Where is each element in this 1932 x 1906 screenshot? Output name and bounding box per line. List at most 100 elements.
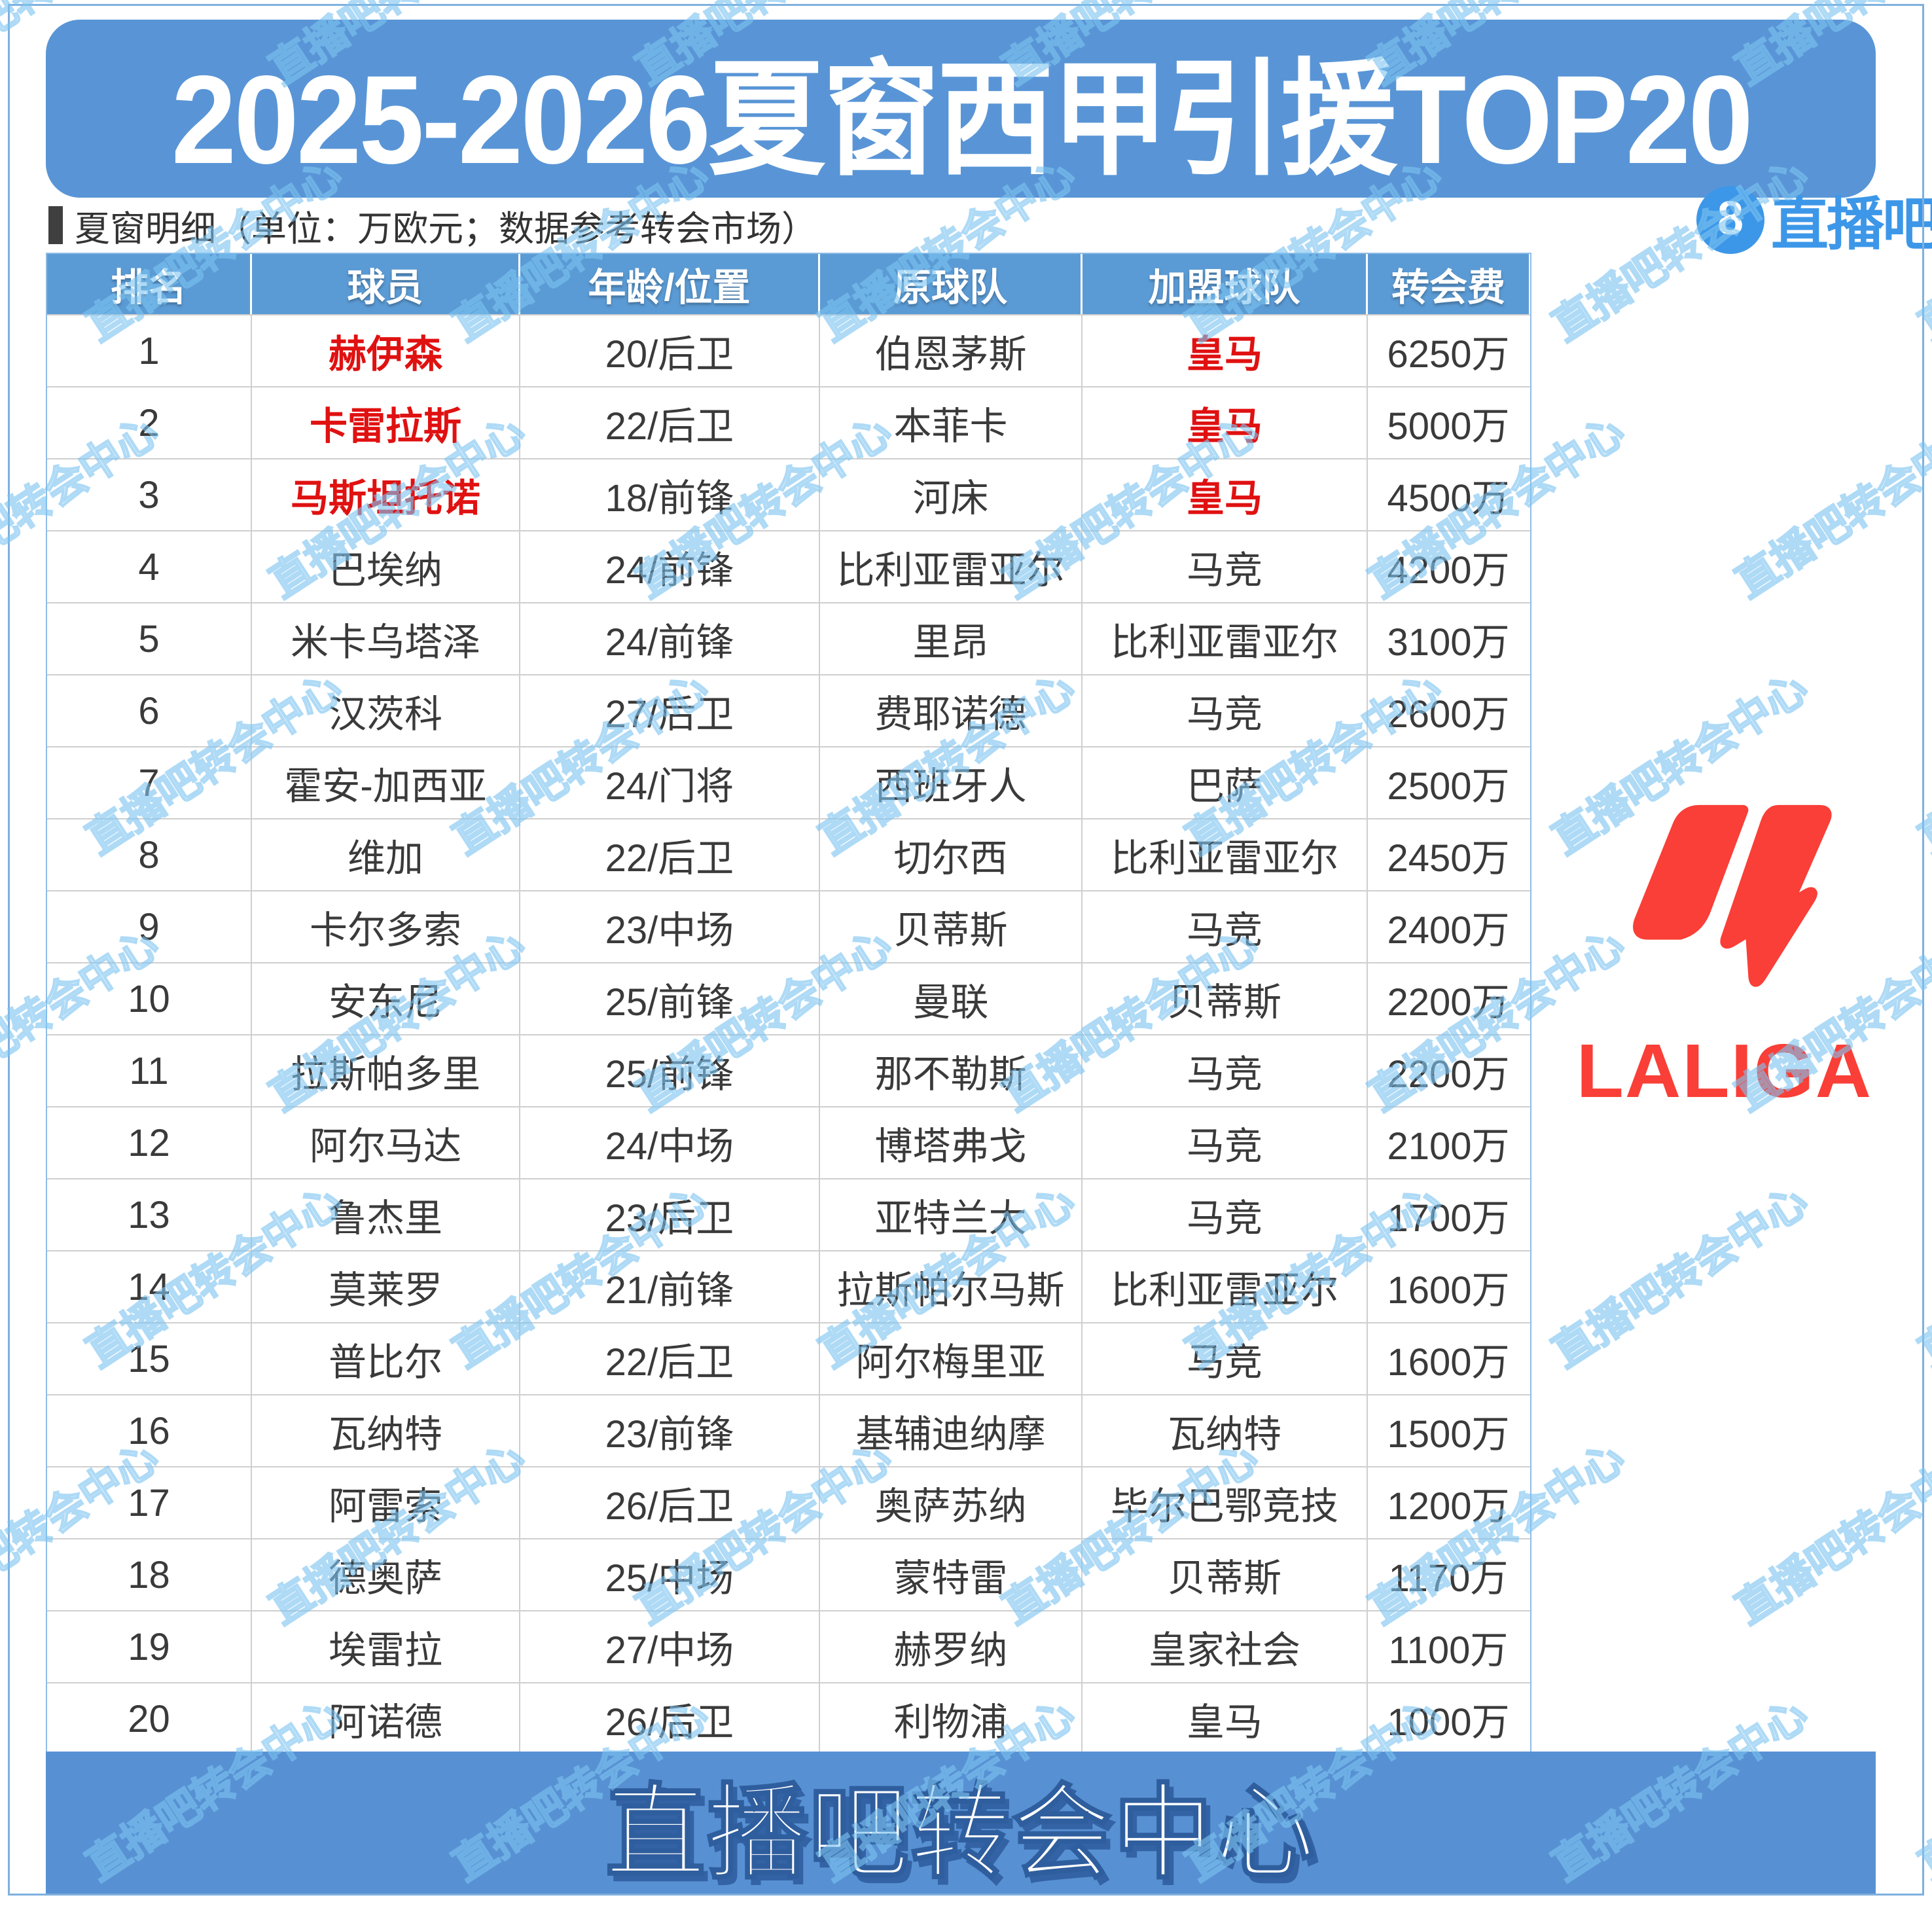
table-row: 6 汉茨科 27/后卫 费耶诺德 马竞 2600万 xyxy=(47,674,1530,746)
table-row: 10 安东尼 25/前锋 曼联 贝蒂斯 2200万 xyxy=(47,962,1530,1034)
cell-from_team: 里昂 xyxy=(820,603,1082,674)
cell-age_pos: 23/前锋 xyxy=(520,1395,820,1466)
cell-rank: 2 xyxy=(47,387,252,458)
cell-rank: 15 xyxy=(47,1323,252,1394)
table-row: 19 埃雷拉 27/中场 赫罗纳 皇家社会 1100万 xyxy=(47,1610,1530,1682)
cell-rank: 20 xyxy=(47,1683,252,1754)
cell-from_team: 河床 xyxy=(820,459,1082,530)
cell-from_team: 博塔弗戈 xyxy=(820,1107,1082,1178)
cell-to_team: 瓦纳特 xyxy=(1082,1395,1368,1466)
cell-player: 卡尔多索 xyxy=(252,891,520,962)
cell-fee: 1200万 xyxy=(1387,1485,1510,1528)
title-banner: 2025-2026夏窗西甲引援TOP20 xyxy=(46,20,1876,198)
cell-age_pos: 23/后卫 xyxy=(520,1179,820,1250)
cell-fee: 1700万 xyxy=(1387,1197,1510,1240)
cell-to_team: 皇马 xyxy=(1082,1683,1368,1754)
table-row: 18 德奥萨 25/中场 蒙特雷 贝蒂斯 1170万 xyxy=(47,1538,1530,1610)
cell-from_team: 拉斯帕尔马斯 xyxy=(820,1251,1082,1322)
table-row: 9 卡尔多索 23/中场 贝蒂斯 马竞 2400万 xyxy=(47,890,1530,962)
cell-rank: 5 xyxy=(47,603,252,674)
cell-age_pos: 22/后卫 xyxy=(520,819,820,890)
cell-to_team: 比利亚雷亚尔 xyxy=(1082,603,1368,674)
cell-age_pos: 26/后卫 xyxy=(520,1467,820,1538)
watermark-text: 直播吧转会中心 xyxy=(1543,1176,1816,1377)
cell-age_pos: 25/前锋 xyxy=(520,963,820,1034)
cell-player: 阿雷索 xyxy=(252,1467,520,1538)
table-row: 7 霍安-加西亚 24/门将 西班牙人 巴萨 2500万 xyxy=(47,746,1530,818)
cell-player: 马斯坦托诺 xyxy=(252,459,520,530)
cell-rank: 17 xyxy=(47,1467,252,1538)
cell-rank: 10 xyxy=(47,963,252,1034)
column-header-0: 排名 xyxy=(47,254,252,314)
column-header-2: 年龄/位置 xyxy=(520,254,820,314)
table-row: 12 阿尔马达 24/中场 博塔弗戈 马竞 2100万 xyxy=(47,1106,1530,1178)
cell-from_team: 本菲卡 xyxy=(820,387,1082,458)
footer-title: 直播吧转会中心 xyxy=(604,1774,1317,1892)
cell-player: 安东尼 xyxy=(252,963,520,1034)
cell-to_team: 贝蒂斯 xyxy=(1082,963,1368,1034)
laliga-panel: LALIGA xyxy=(1538,795,1911,1115)
column-header-5: 转会费 xyxy=(1368,254,1529,314)
cell-fee: 2600万 xyxy=(1387,693,1510,736)
table-row: 4 巴埃纳 24/前锋 比利亚雷亚尔 马竞 4200万 xyxy=(47,530,1530,602)
cell-from_team: 费耶诺德 xyxy=(820,675,1082,746)
cell-from_team: 亚特兰大 xyxy=(820,1179,1082,1250)
cell-player: 米卡乌塔泽 xyxy=(252,603,520,674)
cell-fee: 2100万 xyxy=(1387,1125,1510,1168)
cell-to_team: 毕尔巴鄂竞技 xyxy=(1082,1467,1368,1538)
cell-rank: 3 xyxy=(47,459,252,530)
subtitle-bar-icon xyxy=(48,206,63,244)
subtitle-row: 夏窗明细（单位：万欧元；数据参考转会市场） xyxy=(48,200,817,250)
table-row: 20 阿诺德 26/后卫 利物浦 皇马 1000万 xyxy=(47,1682,1530,1754)
cell-fee: 1500万 xyxy=(1387,1413,1510,1456)
watermark-text: 直播吧转会中心 xyxy=(1910,1689,1932,1890)
table-row: 1 赫伊森 20/后卫 伯恩茅斯 皇马 6250万 xyxy=(47,314,1530,386)
column-header-3: 原球队 xyxy=(820,254,1082,314)
zhiboba-logo: 8 直播吧 xyxy=(1696,178,1932,261)
laliga-wordmark: LALIGA xyxy=(1576,1028,1873,1113)
cell-fee: 2400万 xyxy=(1387,909,1510,952)
cell-to_team: 马竞 xyxy=(1082,1323,1368,1394)
cell-fee: 2200万 xyxy=(1387,1053,1510,1096)
laliga-logo-icon xyxy=(1633,804,1832,987)
cell-from_team: 阿尔梅里亚 xyxy=(820,1323,1082,1394)
cell-from_team: 贝蒂斯 xyxy=(820,891,1082,962)
cell-to_team: 皇马 xyxy=(1082,315,1368,386)
subtitle: 夏窗明细（单位：万欧元；数据参考转会市场） xyxy=(75,209,817,249)
cell-to_team: 马竞 xyxy=(1082,1035,1368,1106)
cell-to_team: 马竞 xyxy=(1082,531,1368,602)
cell-fee: 1600万 xyxy=(1387,1269,1510,1312)
cell-player: 普比尔 xyxy=(252,1323,520,1394)
table-header-row: 排名 球员 年龄/位置 原球队 加盟球队 转会费 xyxy=(47,254,1530,314)
cell-age_pos: 22/后卫 xyxy=(520,1323,820,1394)
cell-rank: 14 xyxy=(47,1251,252,1322)
cell-player: 拉斯帕多里 xyxy=(252,1035,520,1106)
cell-age_pos: 24/前锋 xyxy=(520,531,820,602)
cell-from_team: 利物浦 xyxy=(820,1683,1082,1754)
cell-rank: 18 xyxy=(47,1539,252,1610)
watermark-text: 直播吧转会中心 xyxy=(1726,406,1932,607)
cell-from_team: 伯恩茅斯 xyxy=(820,315,1082,386)
cell-fee: 3100万 xyxy=(1387,621,1510,664)
cell-to_team: 比利亚雷亚尔 xyxy=(1082,819,1368,890)
cell-age_pos: 24/前锋 xyxy=(520,603,820,674)
table-row: 11 拉斯帕多里 25/前锋 那不勒斯 马竞 2200万 xyxy=(47,1034,1530,1106)
cell-player: 赫伊森 xyxy=(252,315,520,386)
column-header-1: 球员 xyxy=(252,254,520,314)
cell-rank: 6 xyxy=(47,675,252,746)
cell-fee: 4500万 xyxy=(1387,477,1510,520)
cell-player: 瓦纳特 xyxy=(252,1395,520,1466)
cell-fee: 6250万 xyxy=(1387,333,1510,376)
cell-rank: 11 xyxy=(47,1035,252,1106)
cell-age_pos: 22/后卫 xyxy=(520,387,820,458)
cell-age_pos: 26/后卫 xyxy=(520,1683,820,1754)
cell-age_pos: 24/门将 xyxy=(520,747,820,818)
transfers-table: 排名 球员 年龄/位置 原球队 加盟球队 转会费 1 赫伊森 20/后卫 伯恩茅斯 皇马 6250万 2… xyxy=(46,253,1531,1755)
cell-age_pos: 27/后卫 xyxy=(520,675,820,746)
cell-fee: 2200万 xyxy=(1387,981,1510,1024)
cell-fee: 5000万 xyxy=(1387,405,1510,448)
table-row: 17 阿雷索 26/后卫 奥萨苏纳 毕尔巴鄂竞技 1200万 xyxy=(47,1466,1530,1538)
cell-age_pos: 21/前锋 xyxy=(520,1251,820,1322)
cell-player: 卡雷拉斯 xyxy=(252,387,520,458)
cell-player: 莫莱罗 xyxy=(252,1251,520,1322)
